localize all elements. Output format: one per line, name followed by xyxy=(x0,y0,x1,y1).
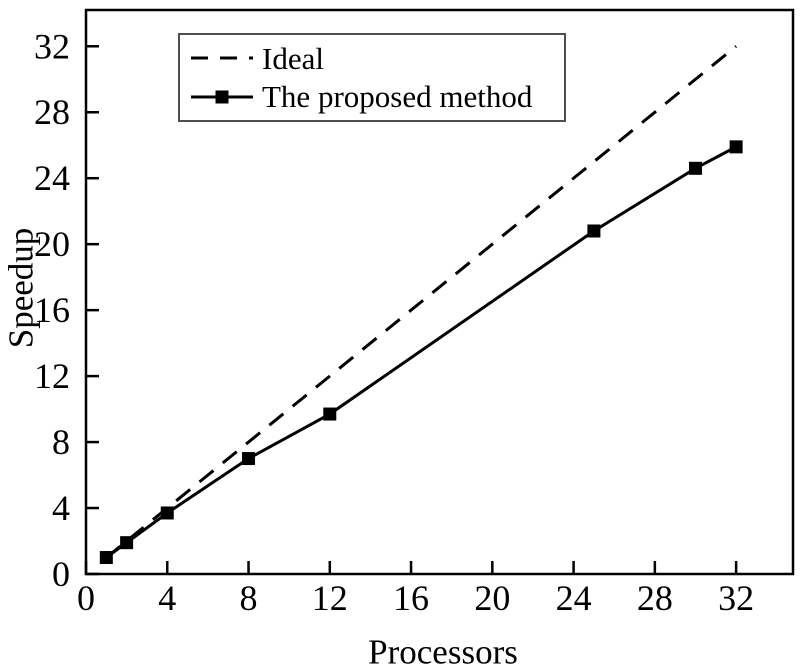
data-point-marker xyxy=(688,161,702,175)
ideal-line xyxy=(105,45,738,559)
y-tick-label: 28 xyxy=(34,92,70,132)
x-tick-label: 28 xyxy=(637,578,673,618)
y-tick-label: 8 xyxy=(52,422,70,462)
data-point-marker xyxy=(729,140,743,154)
plot-frame xyxy=(84,8,795,576)
x-tick-label: 24 xyxy=(556,578,592,618)
x-tick-label: 32 xyxy=(718,578,754,618)
x-tick-label: 4 xyxy=(158,578,176,618)
proposed-method-line xyxy=(105,145,737,559)
legend-label-proposed-method: The proposed method xyxy=(262,79,533,115)
dashed-line-sample-icon xyxy=(191,56,253,60)
x-tick-label: 8 xyxy=(240,578,258,618)
y-tick-label: 32 xyxy=(34,26,70,66)
x-axis-title: Processors xyxy=(368,632,518,672)
y-tick-label: 0 xyxy=(52,554,70,594)
solid-line-square-marker-sample-icon xyxy=(191,90,253,104)
x-tick-label: 12 xyxy=(312,578,348,618)
x-tick-label: 0 xyxy=(77,578,95,618)
data-point-marker xyxy=(242,452,256,466)
data-point-marker xyxy=(323,407,337,421)
data-point-marker xyxy=(160,506,174,520)
y-axis-title: Speedup xyxy=(1,227,41,349)
legend-item-proposed-method: The proposed method xyxy=(191,81,558,112)
y-tick-label: 24 xyxy=(34,158,70,198)
legend-label-ideal: Ideal xyxy=(262,40,324,76)
y-tick-label: 12 xyxy=(34,356,70,396)
x-tick-label: 20 xyxy=(474,578,510,618)
x-tick-label: 16 xyxy=(393,578,429,618)
legend-item-ideal: Ideal xyxy=(191,43,558,74)
y-tick-label: 4 xyxy=(52,488,70,528)
legend: Ideal The proposed method xyxy=(178,33,566,122)
data-point-marker xyxy=(99,551,113,565)
data-point-marker xyxy=(120,536,134,550)
y-tick-label: 20 xyxy=(34,224,70,264)
y-tick-label: 16 xyxy=(34,290,70,330)
data-point-marker xyxy=(587,224,601,238)
